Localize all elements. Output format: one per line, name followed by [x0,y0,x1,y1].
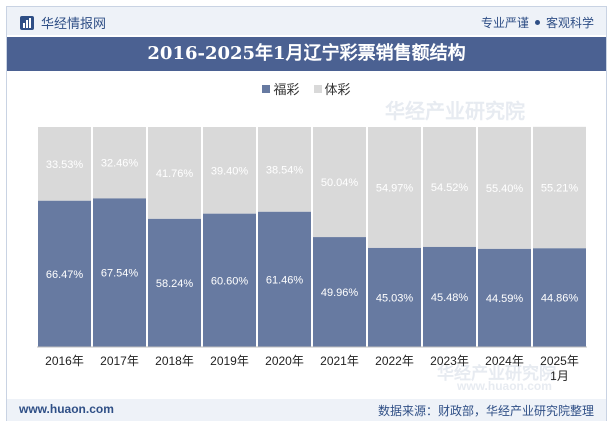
data-label-ticai: 32.46% [101,158,139,170]
x-tick-label: 2025年 1月 [540,354,579,383]
data-label-fucai: 67.54% [101,268,139,280]
x-tick-label: 2022年 [375,354,414,368]
data-label-fucai: 61.46% [266,274,304,286]
x-tick-label: 2016年 [45,354,84,368]
data-label-ticai: 50.04% [321,177,359,189]
legend-label-fucai: 福彩 [273,82,300,97]
data-label-ticai: 54.97% [376,182,414,194]
slogan: 专业严谨 客观科学 [481,14,594,31]
legend-item-fucai[interactable]: 福彩 [262,79,300,98]
slogan-right: 客观科学 [545,16,594,30]
brand-logo-icon [20,15,34,30]
data-label-ticai: 38.54% [266,164,304,176]
brand-name: 华经情报网 [41,16,107,31]
footer-url[interactable]: www.huaon.com [19,402,114,416]
bar-ticai [533,126,586,249]
bar-fucai [203,213,256,347]
footer: www.huaon.com 数据来源：财政部，华经产业研究院整理 [7,399,606,421]
x-tick-label: 2017年 [100,354,139,368]
bullet-dot-icon [534,20,540,25]
bar-fucai [93,198,146,347]
legend-swatch-ticai [313,84,322,93]
bar-fucai [258,211,311,347]
legend-label-ticai: 体彩 [324,82,351,97]
bar-fucai [313,237,366,347]
bar-ticai [93,127,146,199]
bar-ticai [38,127,91,201]
data-label-ticai: 54.52% [431,182,469,194]
x-tick-label: 2018年 [155,354,194,368]
data-label-fucai: 45.48% [431,292,469,304]
bar-ticai [203,127,256,214]
x-tick-label: 2024年 [485,354,524,368]
bar-fucai [148,218,201,347]
x-tick-label: 2023年 [430,354,469,368]
bar-ticai [148,127,201,219]
data-label-fucai: 44.59% [486,293,524,305]
chart-legend: 福彩 体彩 [7,79,606,98]
bar-ticai [313,127,366,238]
bar-ticai [368,127,421,248]
bar-ticai [423,127,476,247]
chart-title: 2016-2025年1月辽宁彩票销售额结构 [7,37,606,71]
data-label-ticai: 33.53% [46,159,84,171]
data-label-fucai: 66.47% [46,269,84,281]
legend-item-ticai[interactable]: 体彩 [313,79,351,98]
bar-fucai [368,247,421,347]
slogan-left: 专业严谨 [480,16,529,30]
data-label-ticai: 55.40% [486,183,524,195]
data-label-fucai: 44.86% [541,293,579,305]
data-label-ticai: 55.21% [541,183,579,195]
data-label-fucai: 58.24% [156,278,194,290]
brand[interactable]: 华经情报网 [19,13,106,32]
top-bar: 华经情报网 专业严谨 客观科学 [7,7,606,35]
bar-ticai [478,127,531,249]
stacked-bar-chart: 33.53% 66.47% 2016年 32.46% 67.54% 2017年 41.76%… [37,126,587,383]
bar-fucai [533,248,586,347]
data-label-ticai: 41.76% [156,168,194,180]
x-tick-label: 2019年 [210,354,249,368]
data-label-fucai: 60.60% [211,275,249,287]
bar-fucai [478,248,531,347]
bar-ticai [258,127,311,212]
data-label-ticai: 39.40% [211,165,249,177]
data-label-fucai: 49.96% [321,287,359,299]
footer-source: 数据来源：财政部，华经产业研究院整理 [377,404,594,418]
data-label-fucai: 45.03% [376,292,414,304]
bar-fucai [38,200,91,347]
chart-frame: 华经情报网 专业严谨 客观科学 2016-2025年1月辽宁彩票销售额结构 福彩… [6,6,607,421]
bar-fucai [423,246,476,347]
x-tick-label: 2021年 [320,354,359,368]
legend-swatch-fucai [262,84,271,93]
x-tick-label: 2020年 [265,354,304,368]
